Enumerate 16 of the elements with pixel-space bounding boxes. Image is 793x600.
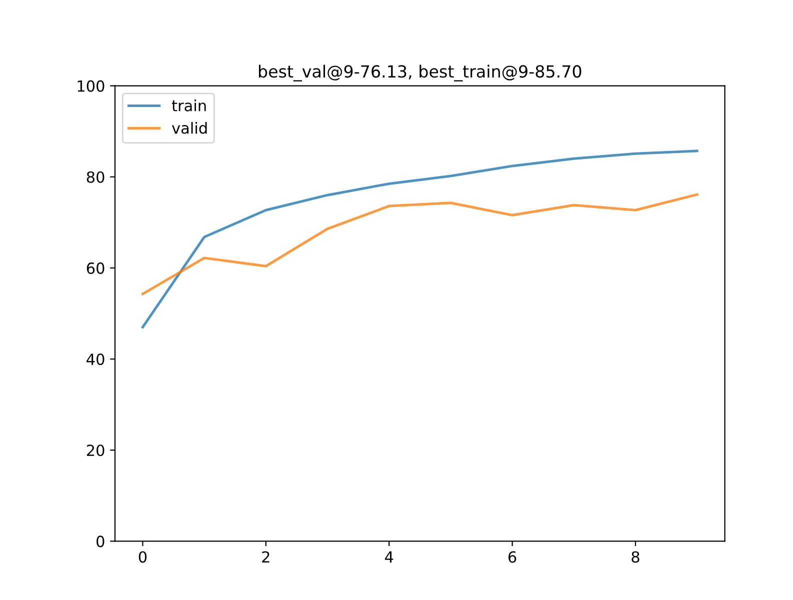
legend-label: train [172, 100, 206, 112]
line-series [141, 150, 698, 328]
x-tick-label: 2 [262, 551, 270, 563]
y-tick-label: 0 [96, 536, 104, 548]
y-tick-label: 20 [86, 444, 104, 456]
y-tick-label: 60 [86, 262, 104, 274]
y-tick-label: 40 [86, 354, 104, 366]
x-tick-label: 6 [508, 551, 516, 563]
x-tick-label: 4 [384, 551, 394, 563]
chart-title: best_val@9-76.13, best_train@9-85.70 [258, 64, 582, 82]
y-tick-label: 80 [86, 171, 104, 183]
x-tick-label: 8 [632, 551, 640, 563]
x-tick-label: 0 [138, 551, 147, 563]
y-tick-label: 100 [78, 80, 104, 92]
line-series [141, 193, 698, 296]
legend-label: valid [172, 122, 207, 134]
